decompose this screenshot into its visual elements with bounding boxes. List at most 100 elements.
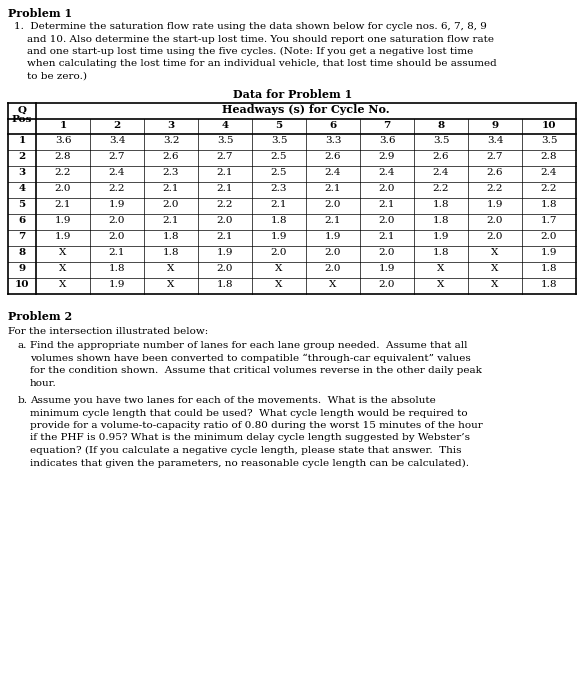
Text: 2.5: 2.5 — [271, 168, 287, 177]
Text: 1.  Determine the saturation flow rate using the data shown below for cycle nos.: 1. Determine the saturation flow rate us… — [14, 22, 487, 31]
Text: 2: 2 — [18, 152, 26, 161]
Text: 2.0: 2.0 — [541, 232, 558, 241]
Text: 2.7: 2.7 — [109, 152, 125, 161]
Text: 9: 9 — [19, 264, 26, 273]
Text: 2.7: 2.7 — [487, 152, 503, 161]
Text: 3.5: 3.5 — [271, 136, 287, 145]
Text: 2.3: 2.3 — [163, 168, 179, 177]
Text: X: X — [438, 264, 445, 273]
Text: X: X — [329, 280, 337, 289]
Text: Assume you have two lanes for each of the movements.  What is the absolute: Assume you have two lanes for each of th… — [30, 396, 436, 405]
Text: X: X — [491, 248, 498, 257]
Text: 1: 1 — [59, 120, 67, 130]
Text: and one start-up lost time using the five cycles. (Note: If you get a negative l: and one start-up lost time using the fiv… — [14, 47, 473, 56]
Text: 8: 8 — [438, 120, 445, 130]
Text: 5: 5 — [276, 120, 283, 130]
Text: 3: 3 — [19, 168, 26, 177]
Text: 2.9: 2.9 — [378, 152, 395, 161]
Text: 3.2: 3.2 — [163, 136, 179, 145]
Text: 2.0: 2.0 — [378, 280, 395, 289]
Text: 1.8: 1.8 — [433, 216, 449, 225]
Text: 4: 4 — [19, 184, 26, 193]
Text: 6: 6 — [18, 216, 26, 225]
Text: 1.9: 1.9 — [378, 264, 395, 273]
Text: 1.9: 1.9 — [487, 200, 503, 209]
Text: 2.0: 2.0 — [378, 248, 395, 257]
Text: 2.0: 2.0 — [217, 264, 233, 273]
Text: 2.4: 2.4 — [433, 168, 449, 177]
Text: 3.4: 3.4 — [487, 136, 503, 145]
Text: 2.0: 2.0 — [109, 216, 125, 225]
Text: 1.8: 1.8 — [541, 264, 558, 273]
Text: 2.2: 2.2 — [217, 200, 233, 209]
Text: when calculating the lost time for an individual vehicle, that lost time should : when calculating the lost time for an in… — [14, 60, 497, 69]
Text: 2.0: 2.0 — [163, 200, 179, 209]
Text: 2.6: 2.6 — [163, 152, 179, 161]
Text: 1.8: 1.8 — [109, 264, 125, 273]
Text: 2.0: 2.0 — [325, 264, 341, 273]
Text: X: X — [491, 280, 498, 289]
Text: 2.0: 2.0 — [378, 184, 395, 193]
Text: 1.9: 1.9 — [55, 232, 71, 241]
Text: Headways (s) for Cycle No.: Headways (s) for Cycle No. — [222, 104, 390, 115]
Text: 2.1: 2.1 — [217, 168, 233, 177]
Text: 2.0: 2.0 — [271, 248, 287, 257]
Text: 2.1: 2.1 — [378, 200, 395, 209]
Text: b.: b. — [18, 396, 28, 405]
Text: 10: 10 — [15, 280, 29, 289]
Text: for the condition shown.  Assume that critical volumes reverse in the other dail: for the condition shown. Assume that cri… — [30, 366, 482, 375]
Text: 1.9: 1.9 — [325, 232, 341, 241]
Text: minimum cycle length that could be used?  What cycle length would be required to: minimum cycle length that could be used?… — [30, 409, 467, 417]
Text: equation? (If you calculate a negative cycle length, please state that answer.  : equation? (If you calculate a negative c… — [30, 446, 462, 455]
Text: 7: 7 — [383, 120, 391, 130]
Text: 1.9: 1.9 — [433, 232, 449, 241]
Text: 2.0: 2.0 — [487, 216, 503, 225]
Text: X: X — [438, 280, 445, 289]
Text: 2.6: 2.6 — [487, 168, 503, 177]
Text: 1.8: 1.8 — [433, 248, 449, 257]
Text: 10: 10 — [542, 120, 556, 130]
Text: X: X — [167, 264, 175, 273]
Text: 2.1: 2.1 — [109, 248, 125, 257]
Text: 3.5: 3.5 — [217, 136, 233, 145]
Text: 6: 6 — [329, 120, 336, 130]
Text: if the PHF is 0.95? What is the minimum delay cycle length suggested by Webster’: if the PHF is 0.95? What is the minimum … — [30, 433, 470, 442]
Text: provide for a volume-to-capacity ratio of 0.80 during the worst 15 minutes of th: provide for a volume-to-capacity ratio o… — [30, 421, 483, 430]
Text: 1.8: 1.8 — [217, 280, 233, 289]
Text: and 10. Also determine the start-up lost time. You should report one saturation : and 10. Also determine the start-up lost… — [14, 34, 494, 43]
Text: 1.9: 1.9 — [217, 248, 233, 257]
Text: 2.1: 2.1 — [325, 184, 341, 193]
Text: 2.1: 2.1 — [271, 200, 287, 209]
Text: 2.2: 2.2 — [55, 168, 71, 177]
Text: 2.8: 2.8 — [55, 152, 71, 161]
Text: 1.8: 1.8 — [541, 280, 558, 289]
Text: 1.9: 1.9 — [271, 232, 287, 241]
Text: 3.5: 3.5 — [433, 136, 449, 145]
Text: Find the appropriate number of lanes for each lane group needed.  Assume that al: Find the appropriate number of lanes for… — [30, 341, 467, 350]
Text: to be zero.): to be zero.) — [14, 72, 87, 81]
Text: 1.8: 1.8 — [163, 248, 179, 257]
Text: X: X — [59, 248, 67, 257]
Text: Pos: Pos — [12, 116, 32, 125]
Text: X: X — [167, 280, 175, 289]
Text: 2.4: 2.4 — [109, 168, 125, 177]
Text: 1.7: 1.7 — [541, 216, 558, 225]
Text: Problem 2: Problem 2 — [8, 312, 72, 323]
Text: 1.8: 1.8 — [433, 200, 449, 209]
Text: 2.1: 2.1 — [217, 232, 233, 241]
Text: 2.4: 2.4 — [325, 168, 341, 177]
Text: 2.5: 2.5 — [271, 152, 287, 161]
Text: 2.4: 2.4 — [541, 168, 558, 177]
Text: 2.0: 2.0 — [325, 200, 341, 209]
Text: 2.1: 2.1 — [55, 200, 71, 209]
Text: 2.1: 2.1 — [163, 216, 179, 225]
Text: 2.1: 2.1 — [325, 216, 341, 225]
Text: 2.0: 2.0 — [217, 216, 233, 225]
Text: 1.9: 1.9 — [541, 248, 558, 257]
Text: 1.8: 1.8 — [271, 216, 287, 225]
Text: 8: 8 — [19, 248, 26, 257]
Text: 3.4: 3.4 — [109, 136, 125, 145]
Text: 2.2: 2.2 — [433, 184, 449, 193]
Text: 2.1: 2.1 — [217, 184, 233, 193]
Text: X: X — [59, 264, 67, 273]
